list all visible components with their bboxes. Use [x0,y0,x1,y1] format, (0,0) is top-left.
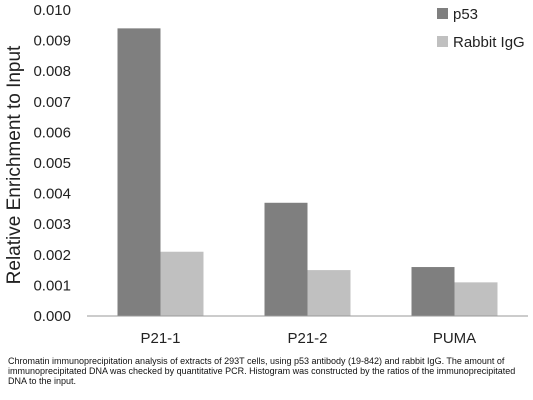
y-axis-title: Relative Enrichment to Input [4,45,25,284]
x-category-label: P21-1 [140,330,180,347]
y-tick-label: 0.001 [33,277,71,294]
y-tick-label: 0.005 [33,155,71,172]
y-tick-label: 0.003 [33,216,71,233]
bars [117,28,498,317]
y-tick-label: 0.008 [33,63,71,80]
legend-label: p53 [453,6,478,23]
bar-rabbit-igg-p21-1 [160,251,204,316]
figure-caption: Chromatin immunoprecipitation analysis o… [8,356,516,386]
y-tick-label: 0.006 [33,124,71,141]
legend: p53 Rabbit IgG [437,6,525,51]
bar-p53-p21-2 [264,202,308,316]
bar-rabbit-igg-p21-2 [307,270,351,316]
legend-swatch [437,8,448,19]
bar-rabbit-igg-puma [454,282,498,316]
y-tick-label: 0.009 [33,33,71,50]
y-tick-label: 0.002 [33,247,71,264]
bar-chart: 0.000 0.001 0.002 0.003 0.004 0.005 0.006 0.007… [4,2,528,347]
y-tick-label: 0.000 [33,308,71,325]
y-tick-label: 0.007 [33,94,71,111]
y-axis-ticks: 0.000 0.001 0.002 0.003 0.004 0.005 0.006 0.007… [33,2,71,325]
bar-p53-puma [411,267,455,316]
legend-label: Rabbit IgG [453,34,525,51]
bar-p53-p21-1 [117,28,161,317]
y-tick-label: 0.010 [33,2,71,19]
x-axis-categories: P21-1 P21-2 PUMA [140,330,476,347]
legend-swatch [437,36,448,47]
x-category-label: PUMA [433,330,476,347]
y-tick-label: 0.004 [33,186,71,203]
x-category-label: P21-2 [287,330,327,347]
